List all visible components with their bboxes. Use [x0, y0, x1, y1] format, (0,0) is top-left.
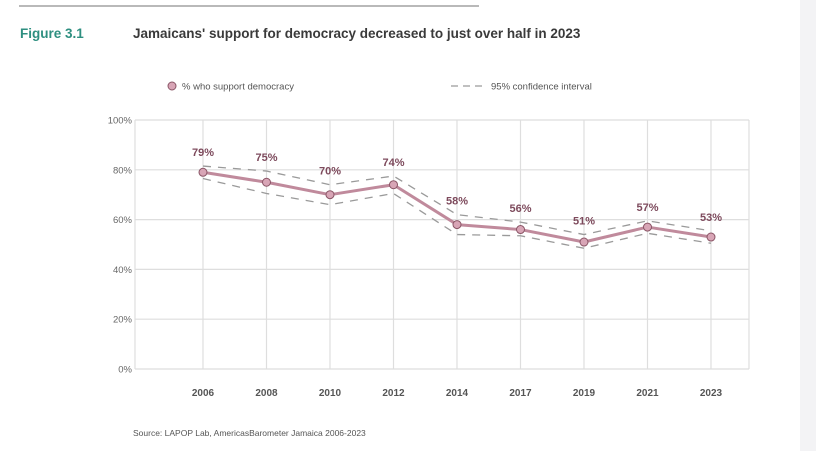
x-tick-label: 2019 — [573, 388, 596, 399]
legend-label-ci: 95% confidence interval — [491, 82, 592, 93]
ci-lower-line — [202, 177, 712, 249]
y-tick-label: 60% — [113, 215, 133, 226]
data-point — [706, 232, 716, 242]
legend: % who support democracy 95% confidence i… — [167, 81, 592, 93]
data-label: 57% — [636, 202, 658, 214]
y-tick-label: 40% — [113, 265, 133, 276]
data-label: 53% — [700, 212, 722, 224]
data-point — [452, 220, 462, 230]
data-point — [579, 237, 589, 247]
x-tick-label: 2014 — [446, 388, 469, 399]
data-label: 56% — [509, 203, 531, 215]
grid — [134, 119, 750, 370]
x-tick-label: 2021 — [636, 388, 659, 399]
data-label: 79% — [192, 147, 214, 159]
figure-title: Jamaicans' support for democracy decreas… — [133, 26, 581, 41]
legend-marker-support — [167, 81, 177, 91]
data-point — [389, 180, 398, 190]
x-tick-label: 2006 — [192, 388, 215, 399]
legend-label-support: % who support democracy — [182, 82, 294, 93]
confidence-interval-lines — [202, 165, 712, 249]
support-series — [198, 167, 716, 247]
data-point — [643, 222, 652, 232]
top-divider — [19, 5, 479, 7]
y-tick-label: 80% — [113, 165, 133, 176]
source-note: Source: LAPOP Lab, AmericasBarometer Jam… — [133, 428, 366, 438]
x-tick-label: 2017 — [509, 388, 532, 399]
data-label: 70% — [319, 166, 341, 178]
page-scrollbar-gutter — [800, 0, 816, 451]
x-tick-label: 2008 — [255, 388, 278, 399]
y-tick-label: 100% — [108, 116, 133, 127]
data-point — [262, 177, 271, 187]
data-point — [198, 167, 208, 177]
ci-upper-line — [202, 165, 712, 236]
x-tick-label: 2023 — [700, 388, 723, 399]
figure-label: Figure 3.1 — [20, 26, 84, 41]
y-axis-ticks: 0% 20% 40% 60% 80% 100% — [108, 116, 133, 376]
data-point — [325, 190, 335, 200]
data-point — [516, 225, 525, 235]
data-label: 51% — [573, 216, 595, 228]
y-tick-label: 20% — [113, 315, 133, 326]
data-label: 58% — [446, 196, 468, 208]
y-tick-label: 0% — [118, 365, 132, 376]
x-axis-ticks: 2006 2008 2010 2012 2014 2017 2019 2021 2023 — [192, 388, 723, 399]
data-label: 75% — [255, 152, 277, 164]
x-tick-label: 2012 — [382, 388, 405, 399]
data-label: 74% — [382, 157, 404, 169]
data-labels: 79% 75% 70% 74% 58% 56% 51% 57% 53% — [192, 147, 722, 227]
x-tick-label: 2010 — [319, 388, 342, 399]
